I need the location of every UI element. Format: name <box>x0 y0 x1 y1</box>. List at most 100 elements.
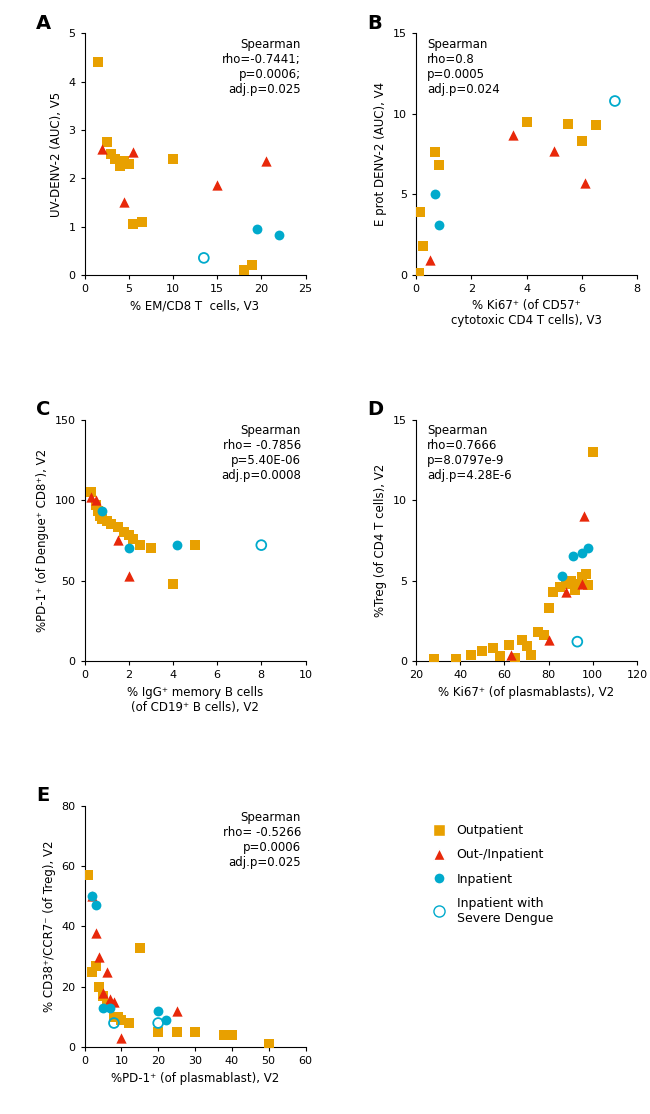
Text: A: A <box>36 14 51 33</box>
Point <box>128 215 138 233</box>
X-axis label: % Ki67⁺ (of plasmablasts), V2: % Ki67⁺ (of plasmablasts), V2 <box>439 685 614 698</box>
Point <box>90 491 101 509</box>
Point <box>168 575 178 593</box>
Point <box>190 536 200 554</box>
Text: D: D <box>367 400 383 419</box>
Text: Spearman
rho=-0.7441;
p=0.0006;
adj.p=0.025: Spearman rho=-0.7441; p=0.0006; adj.p=0.… <box>222 38 301 96</box>
Point <box>90 897 101 915</box>
Point <box>161 1012 171 1029</box>
Point <box>90 957 101 975</box>
Text: Spearman
rho=0.8
p=0.0005
adj.p=0.024: Spearman rho=0.8 p=0.0005 adj.p=0.024 <box>427 38 500 96</box>
Point <box>239 261 249 278</box>
Point <box>94 978 105 996</box>
Legend: Outpatient, Out-/Inpatient, Inpatient, Inpatient with
Severe Dengue: Outpatient, Out-/Inpatient, Inpatient, I… <box>426 824 553 925</box>
Point <box>577 568 587 586</box>
Point <box>112 531 123 549</box>
Point <box>434 216 445 234</box>
Point <box>95 507 105 525</box>
Point <box>428 651 439 668</box>
Point <box>532 623 543 641</box>
Point <box>92 53 103 71</box>
Point <box>86 962 97 980</box>
Point <box>554 578 565 596</box>
Point <box>101 134 112 152</box>
Point <box>517 632 527 649</box>
Point <box>109 1008 119 1026</box>
Point <box>86 888 97 906</box>
Point <box>434 156 445 174</box>
Text: B: B <box>367 14 382 33</box>
Point <box>94 948 105 966</box>
Point <box>112 518 123 536</box>
X-axis label: % EM/CD8 T  cells, V3: % EM/CD8 T cells, V3 <box>131 300 259 312</box>
Y-axis label: %Treg (of CD4 T cells), V2: %Treg (of CD4 T cells), V2 <box>374 463 387 617</box>
Point <box>90 496 101 514</box>
Point <box>116 1012 127 1029</box>
Point <box>577 575 587 593</box>
Text: Spearman
rho=0.7666
p=8.0797e-9
adj.p=4.28E-6: Spearman rho=0.7666 p=8.0797e-9 adj.p=4.… <box>427 424 512 482</box>
Point <box>124 1014 134 1032</box>
Point <box>124 539 134 557</box>
Point <box>430 144 441 162</box>
Y-axis label: %PD-1⁺ (of Dengue⁺ CD8⁺), V2: %PD-1⁺ (of Dengue⁺ CD8⁺), V2 <box>36 449 49 632</box>
Point <box>135 939 145 957</box>
Point <box>83 867 94 885</box>
Point <box>90 924 101 941</box>
Point <box>98 987 108 1005</box>
Point <box>413 264 424 282</box>
Point <box>114 157 125 175</box>
Point <box>219 1026 229 1044</box>
Point <box>506 646 516 664</box>
Point <box>124 567 134 585</box>
Point <box>247 256 257 274</box>
Point <box>86 488 96 506</box>
Point <box>101 996 112 1014</box>
Point <box>128 530 138 548</box>
Point <box>521 113 532 130</box>
Point <box>583 576 593 594</box>
Point <box>577 133 587 150</box>
Point <box>274 226 284 244</box>
Point <box>543 599 554 617</box>
Point <box>101 512 112 530</box>
Point <box>153 1023 163 1040</box>
Text: Spearman
rho= -0.7856
p=5.40E-06
adj.p=0.0008: Spearman rho= -0.7856 p=5.40E-06 adj.p=0… <box>221 424 301 482</box>
Point <box>128 143 138 160</box>
Point <box>101 962 112 980</box>
Text: E: E <box>36 786 49 805</box>
Point <box>548 583 558 600</box>
Point <box>495 647 505 665</box>
Point <box>98 999 108 1017</box>
Point <box>116 1029 127 1047</box>
Point <box>488 639 499 657</box>
Y-axis label: % CD38⁺/CCR7⁻ (of Treg), V2: % CD38⁺/CCR7⁻ (of Treg), V2 <box>43 841 56 1013</box>
Point <box>106 516 116 534</box>
Point <box>106 145 116 163</box>
Point <box>510 648 521 666</box>
Point <box>172 1003 182 1020</box>
Point <box>153 1003 163 1020</box>
Point <box>98 984 108 1001</box>
Point <box>97 510 107 528</box>
Point <box>561 575 571 593</box>
Point <box>430 185 441 203</box>
Point <box>504 636 514 654</box>
Point <box>566 571 576 589</box>
Point <box>583 539 593 557</box>
Y-axis label: E prot DENV-2 (AUC), V4: E prot DENV-2 (AUC), V4 <box>374 82 387 226</box>
Point <box>105 996 116 1014</box>
Point <box>563 115 573 133</box>
Point <box>105 999 116 1017</box>
Point <box>477 643 488 661</box>
Point <box>579 174 590 192</box>
Point <box>109 993 119 1010</box>
Point <box>556 567 567 585</box>
Point <box>577 545 587 563</box>
Point <box>263 1035 274 1053</box>
Point <box>588 443 598 461</box>
Point <box>172 1023 182 1040</box>
Point <box>575 575 585 593</box>
X-axis label: % Ki67⁺ (of CD57⁺
cytotoxic CD4 T cells), V3: % Ki67⁺ (of CD57⁺ cytotoxic CD4 T cells)… <box>451 300 602 328</box>
Point <box>261 153 271 170</box>
Point <box>570 582 580 599</box>
